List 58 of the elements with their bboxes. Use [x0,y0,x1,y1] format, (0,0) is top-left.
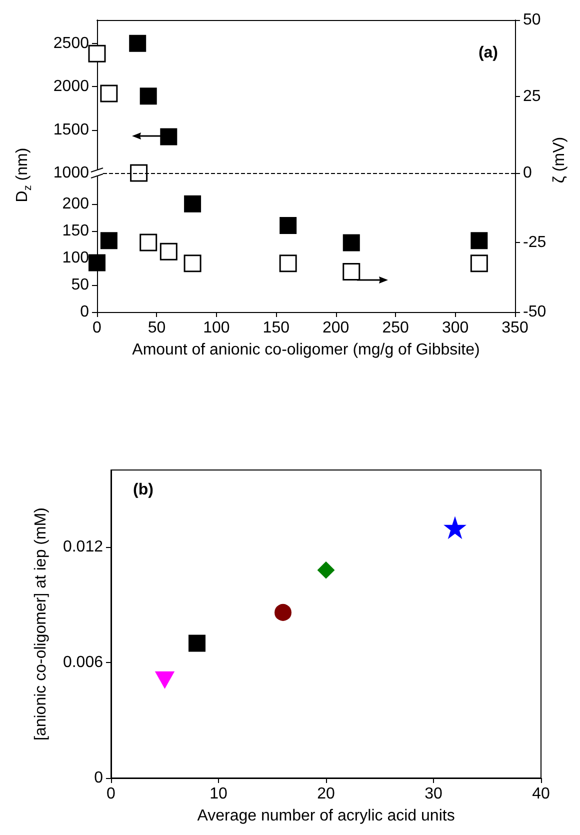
x-tick-label: 350 [502,320,528,336]
point [140,234,158,252]
point [155,671,174,688]
y-tick-label: 0 [94,770,104,786]
x-tick-label: 40 [532,786,550,802]
point [88,254,106,272]
y2-tick-label: -25 [523,234,546,251]
y2-tick-label: -50 [523,304,546,320]
point [184,254,202,272]
x-tick-label: 300 [442,320,469,336]
x-axis-title: Average number of acrylic acid units [197,808,455,824]
y-tick-label: 2500 [53,34,90,52]
y-tick-label: 200 [62,195,90,212]
point [100,84,118,102]
x-axis-title: Amount of anionic co-oligomer (mg/g of Gibbsite) [132,342,480,358]
x-tick-label: 100 [203,320,230,336]
y-tick-label: 150 [62,222,90,240]
point [160,128,178,146]
y-tick-label: 0.006 [62,654,104,671]
y-tick-label: 1500 [53,121,90,138]
x-tick-label: 10 [210,786,228,802]
point [100,232,118,250]
point [279,254,297,272]
point [342,262,360,280]
y2-tick-label: 0 [523,164,532,182]
annotation: (a) [478,44,498,62]
point [130,164,148,182]
y-tick-label: 1000 [53,164,90,182]
x-tick-label: 30 [424,786,442,802]
point [444,517,466,538]
x-tick-label: 250 [382,320,410,336]
x-tick-label: 200 [322,320,350,336]
point [342,234,360,252]
y-tick-label: 0 [80,304,90,320]
y-tick-label: 100 [62,249,90,266]
y-axis-title: [anionic co-oligomer] at iep (mM) [32,508,50,740]
y2-axis-title: ζ (mV) [551,136,569,184]
point [184,195,202,212]
point [274,604,292,621]
y-tick-label: 2000 [53,78,90,96]
point [318,562,334,579]
point [470,254,488,272]
point [280,216,297,234]
y-tick-label: 0.012 [62,538,104,556]
x-tick-label: 20 [317,786,335,802]
point [188,634,206,652]
point [470,232,488,250]
annotation: (b) [133,482,154,498]
point [140,88,157,105]
x-tick-label: 50 [148,320,166,336]
point [129,34,146,52]
x-tick-label: 0 [106,786,116,802]
y-tick-label: 50 [71,276,90,294]
y2-tick-label: 50 [523,12,541,28]
y2-tick-label: 25 [523,88,541,105]
x-tick-label: 150 [262,320,290,336]
point [160,242,178,260]
point [88,44,106,62]
